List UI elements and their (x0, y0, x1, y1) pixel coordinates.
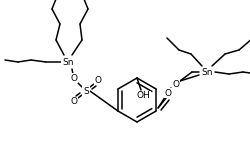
Text: O: O (94, 76, 101, 84)
Text: Sn: Sn (200, 67, 212, 77)
Text: O: O (70, 98, 77, 106)
Text: O: O (172, 80, 179, 88)
Text: S: S (83, 86, 88, 96)
Text: O: O (164, 88, 171, 98)
Text: O: O (70, 74, 77, 83)
Text: Sn: Sn (62, 58, 74, 66)
Text: OH: OH (136, 91, 149, 101)
